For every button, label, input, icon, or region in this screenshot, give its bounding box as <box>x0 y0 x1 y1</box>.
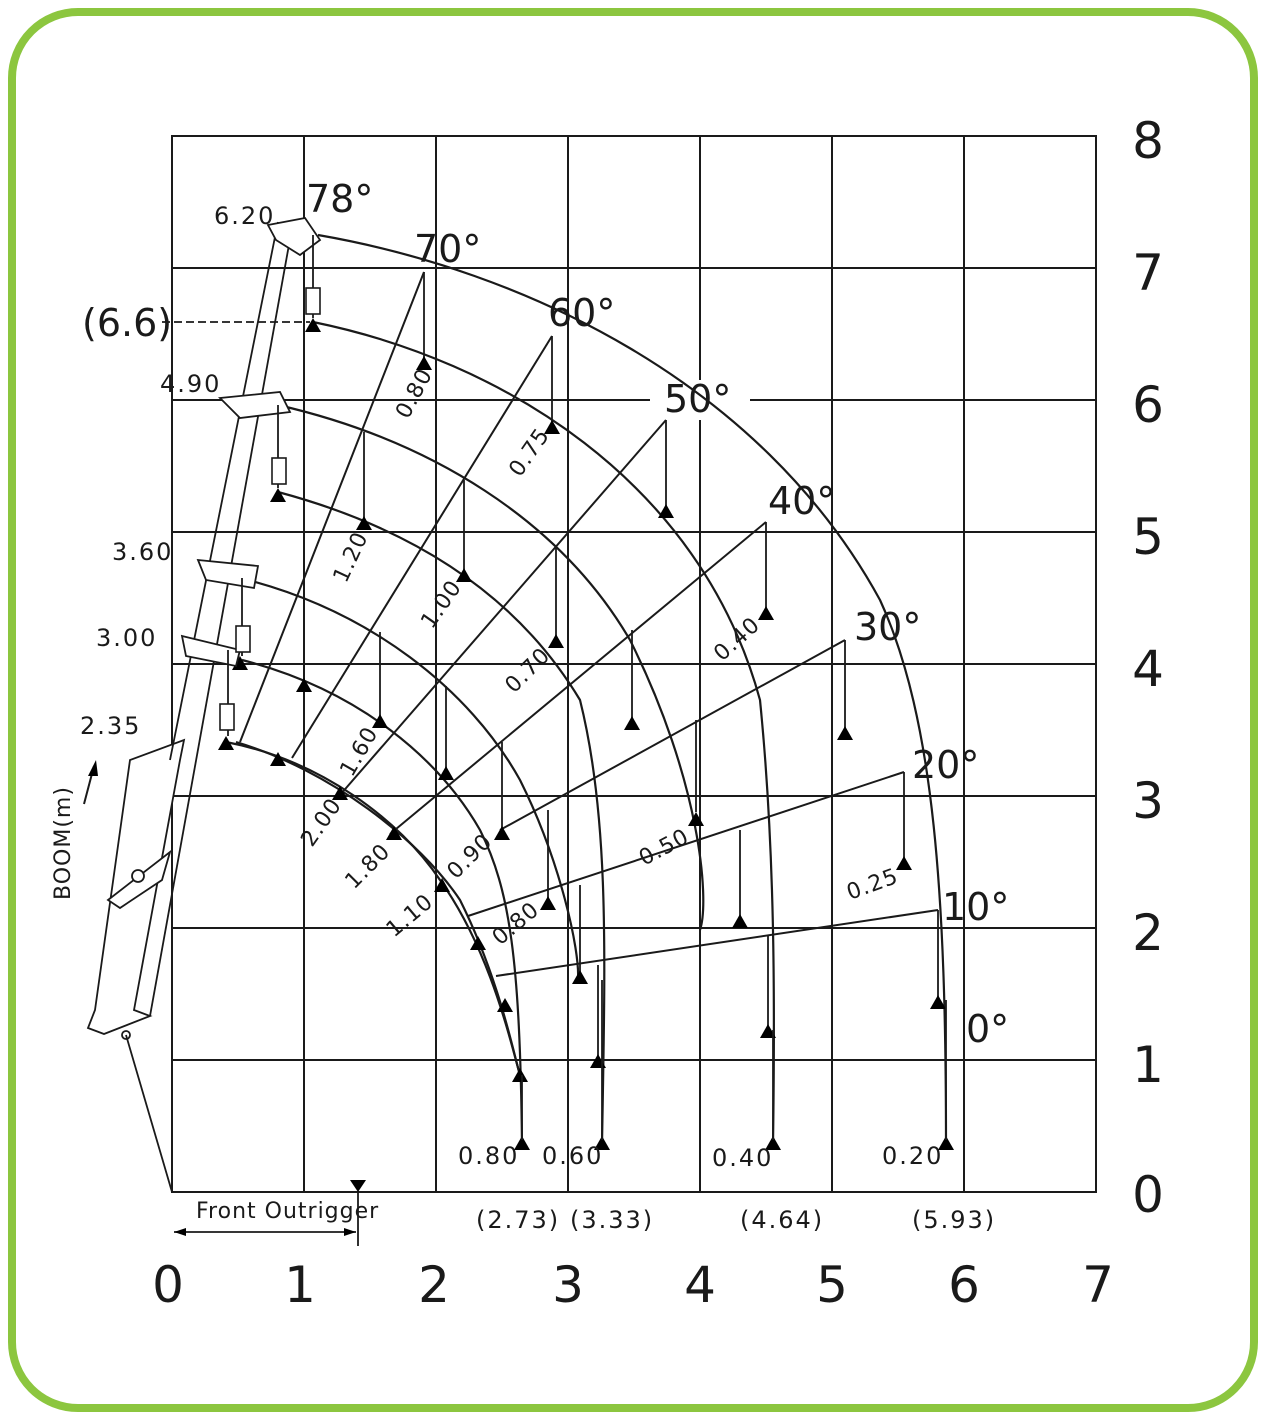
load-label: 1.10 <box>382 889 439 942</box>
y-tick: 5 <box>1132 508 1164 566</box>
arc-2-35 <box>225 740 522 1076</box>
y-axis-ticks: 0 1 2 3 4 5 6 7 8 <box>1132 112 1164 1224</box>
x-axis-ticks: 0 1 2 3 4 5 6 7 <box>152 1256 1114 1314</box>
arc-2-35b <box>235 740 522 1076</box>
y-tick: 8 <box>1132 112 1164 170</box>
angle-label: 60° <box>548 291 615 335</box>
arc-3-00 <box>241 658 524 1146</box>
angle-label: 78° <box>306 177 373 221</box>
y-tick: 0 <box>1132 1166 1164 1224</box>
angle-label: 30° <box>854 605 921 649</box>
y-tick: 1 <box>1132 1036 1164 1094</box>
bottom-load-label: 0.80 <box>458 1142 519 1170</box>
boom-schematic <box>86 217 322 1193</box>
angle-label: 40° <box>768 479 835 523</box>
reach-label: (5.93) <box>912 1206 996 1234</box>
x-tick: 7 <box>1082 1256 1114 1314</box>
y-tick: 6 <box>1132 376 1164 434</box>
y-tick: 4 <box>1132 640 1164 698</box>
arc-3-60 <box>277 490 606 1146</box>
load-label: 1.20 <box>329 528 374 587</box>
load-label: 0.90 <box>443 829 498 884</box>
boom-length-label: 3.00 <box>96 624 157 652</box>
load-label: 1.00 <box>416 576 467 634</box>
load-label: 0.40 <box>709 612 765 666</box>
tails <box>521 980 947 1140</box>
angle-label: 20° <box>912 743 979 787</box>
load-label: 1.80 <box>341 839 396 894</box>
y-tick: 7 <box>1132 244 1164 302</box>
arc-6-20 <box>317 233 948 1146</box>
bottom-load-label: 0.20 <box>882 1142 943 1170</box>
load-drops <box>303 272 939 1060</box>
boom-arcs <box>225 233 948 1146</box>
boom-length-label: 4.90 <box>160 370 221 398</box>
page-frame <box>8 8 1258 1412</box>
load-label: 0.70 <box>501 643 556 698</box>
angle-label: 70° <box>414 227 481 271</box>
reach-label: (4.64) <box>740 1206 824 1234</box>
x-tick: 2 <box>418 1256 450 1314</box>
load-label: 0.50 <box>635 824 694 871</box>
boom-length-label: 3.60 <box>112 538 173 566</box>
x-tick: 5 <box>816 1256 848 1314</box>
outrigger-label: Front Outrigger <box>196 1199 379 1224</box>
x-tick: 6 <box>948 1256 980 1314</box>
load-label: 0.25 <box>844 864 902 906</box>
boom-length-label: 2.35 <box>80 712 141 740</box>
load-label: 0.80 <box>488 897 545 950</box>
x-tick: 3 <box>552 1256 584 1314</box>
load-label: 0.80 <box>391 364 438 423</box>
x-tick: 1 <box>284 1256 316 1314</box>
max-height-label: (6.6) <box>82 301 172 345</box>
arc-4-90b <box>277 403 705 931</box>
bottom-load-label: 0.40 <box>712 1144 773 1172</box>
x-tick: 0 <box>152 1256 184 1314</box>
y-axis-label: BOOM(m) <box>51 786 76 900</box>
bottom-load-label: 0.60 <box>542 1142 603 1170</box>
y-tick: 2 <box>1132 904 1164 962</box>
arc-3-60b <box>239 576 580 981</box>
reach-label: (3.33) <box>570 1206 654 1234</box>
angle-label: 10° <box>942 885 1009 929</box>
x-tick: 4 <box>684 1256 716 1314</box>
angle-rays <box>239 271 939 977</box>
arc-4-90 <box>312 320 776 1146</box>
angle-label: 50° <box>664 377 731 421</box>
reach-label: (2.73) <box>476 1206 560 1234</box>
y-tick: 3 <box>1132 772 1164 830</box>
angle-label: 0° <box>966 1007 1009 1051</box>
boom-length-label: 6.20 <box>214 202 275 230</box>
